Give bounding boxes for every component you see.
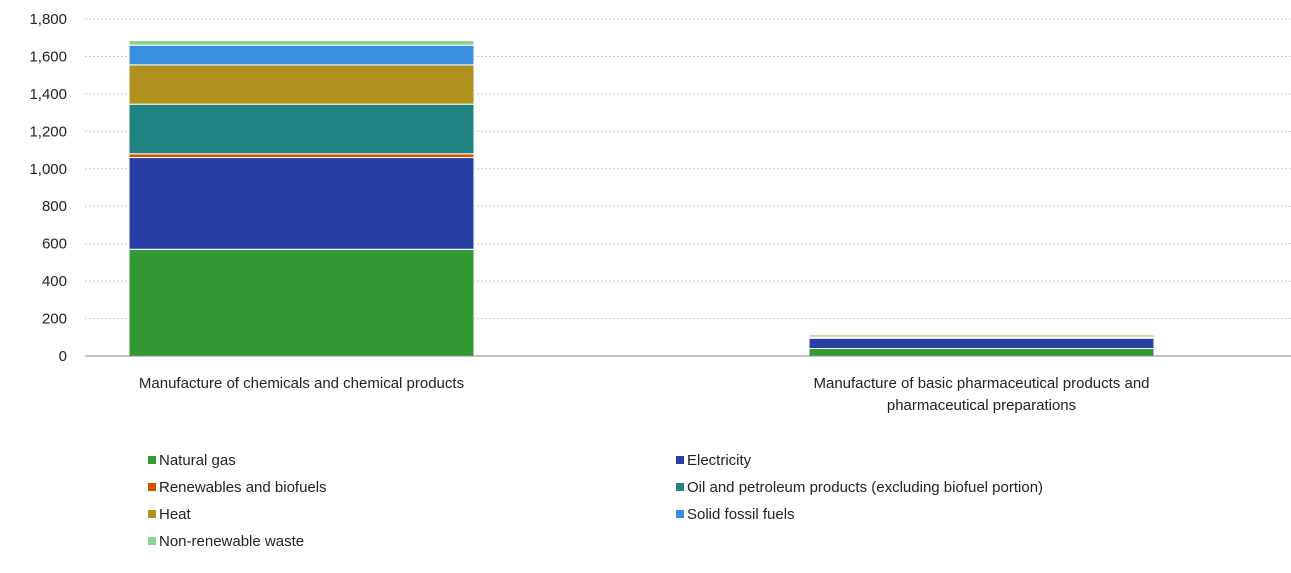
legend-swatch — [148, 483, 156, 491]
legend-swatch — [676, 483, 684, 491]
x-category-label: pharmaceutical preparations — [887, 397, 1076, 414]
legend-label: Heat — [159, 506, 192, 523]
legend-swatch — [148, 510, 156, 518]
y-tick-label: 0 — [59, 348, 67, 365]
y-tick-label: 1,400 — [29, 86, 67, 103]
bar-segment-oil-and-petroleum-products-excluding-biofuel-portion- — [128, 103, 475, 155]
legend-label: Electricity — [687, 452, 752, 469]
legend-label: Oil and petroleum products (excluding bi… — [687, 479, 1043, 496]
y-tick-label: 1,800 — [29, 11, 67, 28]
y-tick-label: 1,000 — [29, 161, 67, 178]
legend-swatch — [676, 456, 684, 464]
bars — [128, 40, 1155, 357]
y-tick-label: 800 — [42, 198, 67, 215]
bar-segment-electricity — [128, 157, 475, 250]
bar-segment-heat — [128, 64, 475, 105]
legend-swatch — [676, 510, 684, 518]
legend: Natural gas Electricity Renewables and bio… — [148, 452, 1043, 550]
legend-label: Solid fossil fuels — [687, 506, 795, 523]
x-axis-category-labels: Manufacture of chemicals and chemical pr… — [139, 375, 1150, 414]
y-tick-label: 600 — [42, 236, 67, 253]
x-category-label: Manufacture of chemicals and chemical pr… — [139, 375, 464, 392]
legend-swatch — [148, 537, 156, 545]
legend-swatch — [148, 456, 156, 464]
legend-label: Natural gas — [159, 452, 236, 469]
legend-label: Non-renewable waste — [159, 533, 304, 550]
bar-segment-natural-gas — [808, 348, 1155, 357]
bar-segment-natural-gas — [128, 248, 475, 357]
y-tick-label: 200 — [42, 311, 67, 328]
bar-segment-renewables-and-biofuels — [128, 153, 475, 159]
bar-segment-non-renewable-waste — [128, 40, 475, 46]
y-tick-label: 1,600 — [29, 48, 67, 65]
bar-segment-solid-fossil-fuels — [128, 44, 475, 66]
x-category-label: Manufacture of basic pharmaceutical prod… — [813, 375, 1149, 392]
y-tick-label: 1,200 — [29, 123, 67, 140]
y-axis-ticks: 0 200 400 600 800 1,000 1,200 1,400 1,600 1,800 — [29, 11, 67, 365]
y-tick-label: 400 — [42, 273, 67, 290]
legend-label: Renewables and biofuels — [159, 479, 327, 496]
bar-segment-electricity — [808, 337, 1155, 350]
